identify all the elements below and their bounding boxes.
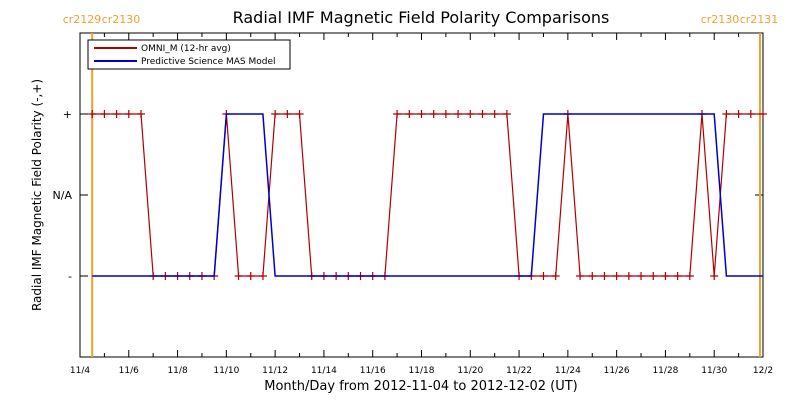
omni-data-point <box>112 110 121 118</box>
rotation-label-right-2: cr2131 <box>740 13 779 26</box>
omni-data-point <box>136 110 145 118</box>
y-tick-label: + <box>63 108 72 121</box>
x-tick-label: 11/30 <box>701 366 727 376</box>
x-tick-label: 11/22 <box>506 366 532 376</box>
omni-data-point <box>624 272 633 280</box>
legend: OMNI_M (12-hr avg) Predictive Science MA… <box>87 39 291 70</box>
omni-data-point <box>746 110 755 118</box>
omni-data-point <box>637 272 646 280</box>
x-tick-label: 11/6 <box>119 366 139 376</box>
x-axis-label: Month/Day from 2012-11-04 to 2012-12-02 … <box>264 379 577 394</box>
rotation-label-right-1: cr2130 <box>102 13 141 26</box>
omni-data-point <box>649 272 658 280</box>
x-tick-label: 11/20 <box>457 366 483 376</box>
series-line-mas <box>92 113 763 277</box>
x-tick-label: 11/14 <box>311 366 337 376</box>
y-axis-label: Radial IMF Magnetic Field Polarity (-,+) <box>30 79 44 311</box>
x-tick-label: 11/28 <box>652 366 678 376</box>
x-tick-label: 12/2 <box>753 366 773 376</box>
omni-data-point <box>283 110 292 118</box>
omni-data-point <box>295 110 304 118</box>
omni-data-point <box>502 110 511 118</box>
omni-data-point <box>673 272 682 280</box>
x-tick-label: 11/26 <box>604 366 630 376</box>
omni-data-point <box>234 272 243 280</box>
omni-data-point <box>551 272 560 280</box>
omni-data-point <box>258 272 267 280</box>
omni-data-point <box>88 110 97 118</box>
series-line-omni <box>92 113 763 277</box>
omni-data-point <box>490 110 499 118</box>
legend-box <box>87 39 291 70</box>
omni-data-point <box>441 110 450 118</box>
omni-data-point <box>661 272 670 280</box>
y-tick-label: N/A <box>53 189 73 202</box>
omni-data-point <box>710 272 719 280</box>
omni-data-point <box>612 272 621 280</box>
omni-data-point <box>124 110 133 118</box>
omni-data-point <box>759 110 767 118</box>
series-layer <box>88 110 767 280</box>
x-tick-label: 11/8 <box>167 366 187 376</box>
x-tick-label: 11/10 <box>213 366 239 376</box>
rotation-boundary-lines <box>91 33 761 357</box>
chart-title: Radial IMF Magnetic Field Polarity Compa… <box>233 8 610 27</box>
omni-data-point <box>539 272 548 280</box>
omni-data-point <box>734 110 743 118</box>
omni-data-point <box>246 272 255 280</box>
omni-data-point <box>466 110 475 118</box>
x-axis-ticks: 11/4 11/6 11/8 11/10 11/12 11/14 11/16 11/18 11/… <box>70 33 773 376</box>
y-tick-label: - <box>68 270 72 283</box>
omni-data-point <box>271 110 280 118</box>
omni-data-point <box>576 272 585 280</box>
omni-data-point <box>405 110 414 118</box>
legend-label-omni: OMNI_M (12-hr avg) <box>141 44 231 54</box>
x-tick-label: 11/24 <box>555 366 581 376</box>
omni-data-point <box>478 110 487 118</box>
omni-data-point <box>417 110 426 118</box>
omni-data-point <box>600 272 609 280</box>
plot-frame <box>79 32 764 358</box>
rotation-label-left-1: cr2129 <box>63 13 102 26</box>
rotation-label-left-2: cr2130 <box>701 13 740 26</box>
x-tick-label: 11/12 <box>262 366 288 376</box>
x-tick-label: 11/18 <box>409 366 435 376</box>
omni-data-point <box>588 272 597 280</box>
y-axis-ticks: + N/A - <box>53 108 763 283</box>
legend-label-mas: Predictive Science MAS Model <box>141 57 276 67</box>
omni-data-point <box>429 110 438 118</box>
omni-data-point <box>454 110 463 118</box>
omni-data-point <box>722 110 731 118</box>
omni-data-point <box>685 272 694 280</box>
x-tick-label: 11/4 <box>70 366 90 376</box>
x-tick-label: 11/16 <box>360 366 386 376</box>
omni-data-point <box>393 110 402 118</box>
omni-data-point <box>100 110 109 118</box>
